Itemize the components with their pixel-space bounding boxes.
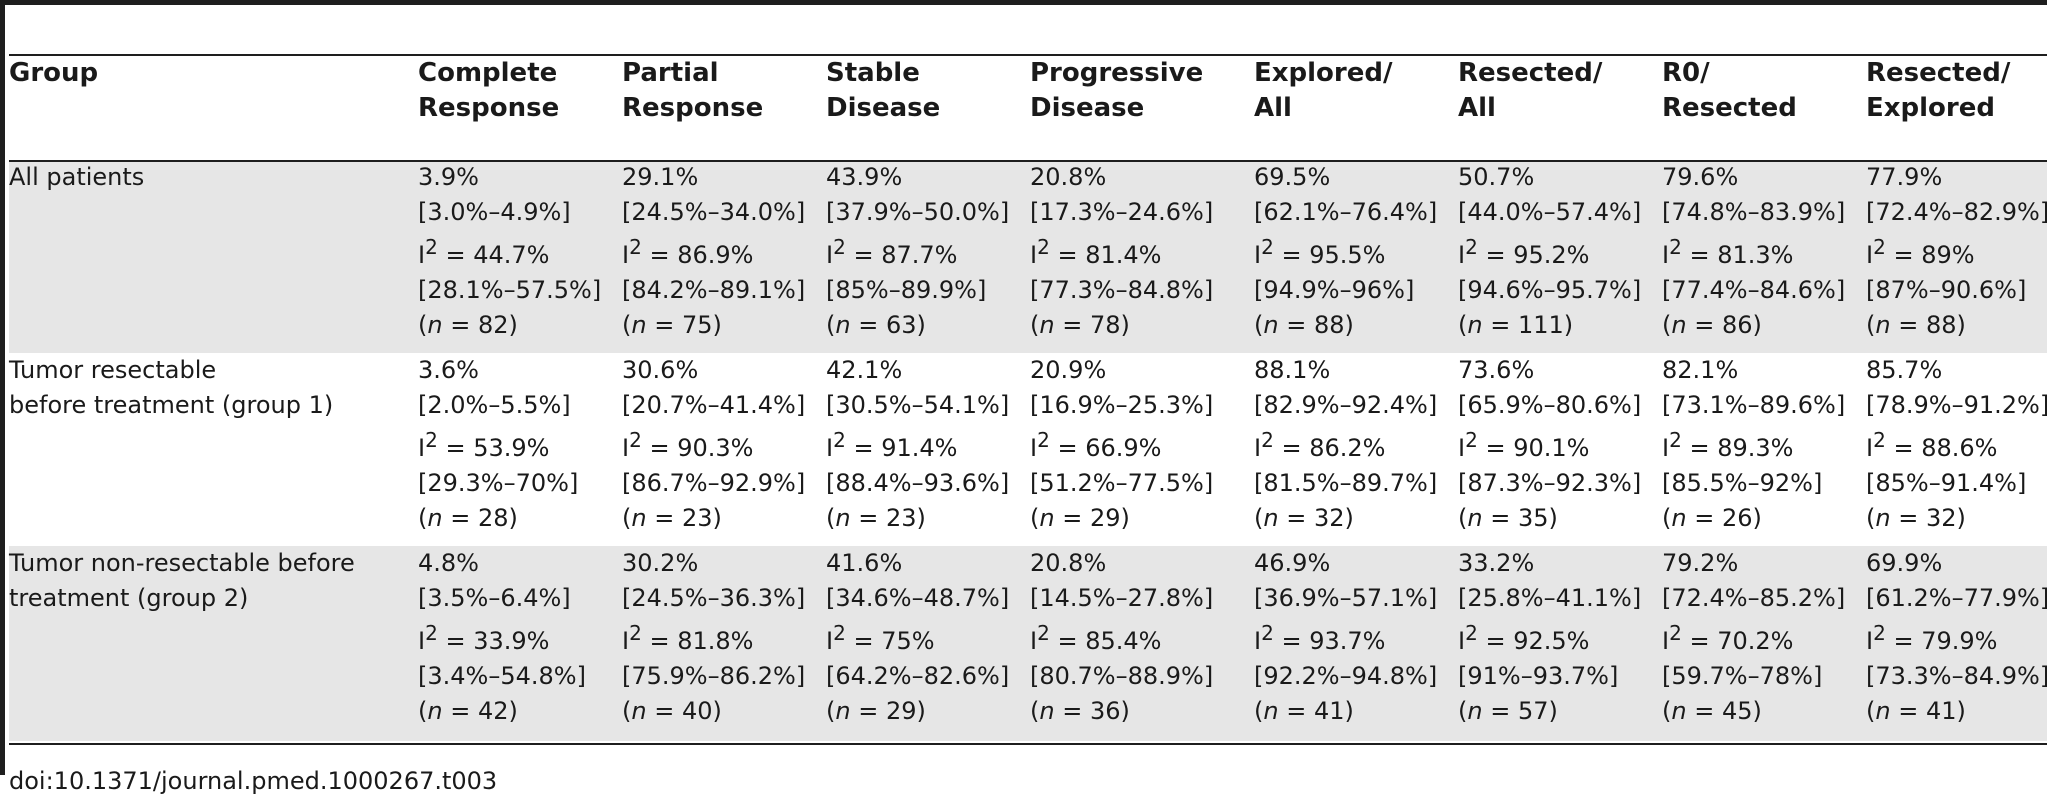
top-rule: [0, 0, 2047, 5]
col-header-r0-resected: R0/Resected: [1662, 58, 1797, 123]
results-table: Group Complete Response Partial Response S…: [9, 56, 2047, 741]
stat-cell: 85.7% [78.9%–91.2%] I2 = 88.6% [85%–91.4%](…: [1866, 356, 2047, 532]
col-header-group: Group: [9, 58, 99, 88]
stat-cell: 79.2% [72.4%–85.2%] I2 = 70.2% [59.7%–78%](…: [1662, 549, 1846, 725]
stat-cell: 3.6% [2.0%–5.5%] I2 = 53.9% [29.3%–70%] (n =…: [418, 356, 579, 532]
stat-cell: 82.1% [73.1%–89.6%] I2 = 89.3% [85.5%–92%](…: [1662, 356, 1846, 532]
col-header-progressive-disease: Progressive Disease: [1030, 58, 1204, 123]
stat-cell: 29.1% [24.5%–34.0%] I2 = 86.9% [84.2%–89.1%…: [622, 163, 806, 339]
stat-cell: 42.1% [30.5%–54.1%] I2 = 91.4% [88.4%–93.6%…: [826, 356, 1010, 532]
stat-cell: 33.2% [25.8%–41.1%] I2 = 92.5% [91%–93.7%](…: [1458, 549, 1642, 725]
stat-cell: 88.1% [82.9%–92.4%] I2 = 86.2% [81.5%–89.7%…: [1254, 356, 1438, 532]
col-header-explored-all: Explored/All: [1254, 58, 1393, 123]
stat-cell: 20.8% [14.5%–27.8%] I2 = 85.4% [80.7%–88.9%…: [1030, 549, 1214, 725]
col-header-complete-response: Complete Response: [418, 58, 560, 123]
row-group-1: Tumor resectable before treatment (group …: [9, 353, 2047, 546]
stat-cell: 77.9% [72.4%–82.9%] I2 = 89% [87%–90.6%] (n …: [1866, 163, 2047, 339]
doi-caption: doi:10.1371/journal.pmed.1000267.t003: [9, 767, 498, 795]
col-header-resected-explored: Resected/Explored: [1866, 58, 2011, 123]
stat-cell: 30.2% [24.5%–36.3%] I2 = 81.8% [75.9%–86.2%…: [622, 549, 806, 725]
stat-cell: 69.9% [61.2%–77.9%] I2 = 79.9% [73.3%–84.9%…: [1866, 549, 2047, 725]
header-row: Group Complete Response Partial Response S…: [9, 56, 2047, 160]
stat-cell: 20.8% [17.3%–24.6%] I2 = 81.4% [77.3%–84.8%…: [1030, 163, 1214, 339]
col-header-stable-disease: Stable Disease: [826, 58, 941, 123]
col-header-partial-response: Partial Response: [622, 58, 764, 123]
stat-cell: 3.9% [3.0%–4.9%] I2 = 44.7% [28.1%–57.5%] (n…: [418, 163, 602, 339]
bottom-rule: [9, 743, 2047, 745]
stat-cell: 79.6% [74.8%–83.9%] I2 = 81.3% [77.4%–84.6%…: [1662, 163, 1846, 339]
row-group-2: Tumor non-resectable before treatment (gr…: [9, 546, 2047, 741]
left-rule: [0, 0, 5, 775]
row-all-patients: All patients 3.9% [3.0%–4.9%] I2 = 44.7% [2…: [9, 160, 2047, 353]
stat-cell: 46.9% [36.9%–57.1%] I2 = 93.7% [92.2%–94.8%…: [1254, 549, 1438, 725]
group-cell: Tumor resectable before treatment (group …: [9, 356, 334, 419]
stat-cell: 43.9% [37.9%–50.0%] I2 = 87.7% [85%–89.9%](…: [826, 163, 1010, 339]
group-cell: Tumor non-resectable before treatment (gr…: [9, 549, 355, 612]
stat-cell: 50.7% [44.0%–57.4%] I2 = 95.2% [94.6%–95.7%…: [1458, 163, 1642, 339]
stat-cell: 69.5% [62.1%–76.4%] I2 = 95.5% [94.9%–96%](…: [1254, 163, 1438, 339]
stat-cell: 20.9% [16.9%–25.3%] I2 = 66.9% [51.2%–77.5%…: [1030, 356, 1214, 532]
stat-cell: 30.6% [20.7%–41.4%] I2 = 90.3% [86.7%–92.9%…: [622, 356, 806, 532]
stat-cell: 4.8% [3.5%–6.4%] I2 = 33.9% [3.4%–54.8%] (n …: [418, 549, 586, 725]
stat-cell: 41.6% [34.6%–48.7%] I2 = 75% [64.2%–82.6%](…: [826, 549, 1010, 725]
stat-cell: 73.6% [65.9%–80.6%] I2 = 90.1% [87.3%–92.3%…: [1458, 356, 1642, 532]
header-separator-rule: [9, 160, 2047, 162]
group-cell: All patients: [9, 163, 145, 191]
col-header-resected-all: Resected/All: [1458, 58, 1603, 123]
header-rule: [9, 54, 2047, 56]
